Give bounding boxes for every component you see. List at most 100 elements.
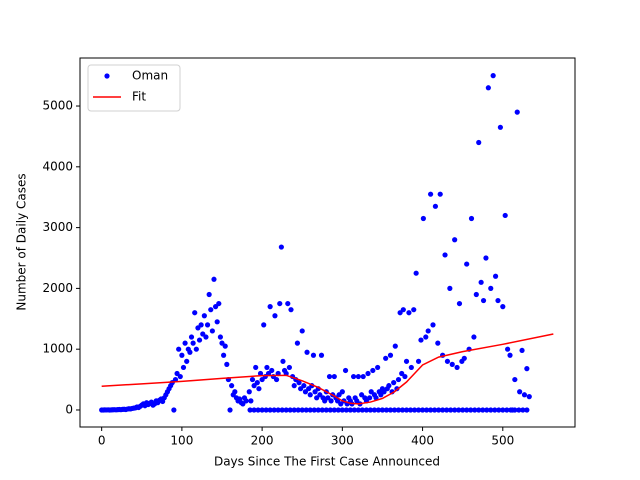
point	[307, 407, 313, 413]
point	[299, 407, 305, 413]
point	[403, 358, 410, 364]
y-tick-label: 0	[65, 402, 73, 416]
point	[355, 373, 361, 380]
point	[520, 407, 526, 413]
point	[399, 407, 406, 413]
point	[264, 364, 270, 371]
x-tick-label: 400	[411, 434, 434, 448]
point	[411, 307, 417, 313]
point	[387, 407, 394, 413]
point	[367, 395, 373, 401]
point	[456, 407, 462, 413]
point	[261, 322, 267, 328]
point	[248, 398, 254, 404]
y-axis-label: Number of Daily Cases	[15, 173, 29, 310]
point	[339, 407, 345, 413]
point	[427, 407, 434, 413]
point	[375, 364, 381, 371]
point	[519, 347, 525, 354]
point	[319, 407, 325, 413]
point	[350, 373, 357, 380]
point	[216, 300, 222, 307]
point	[367, 407, 374, 413]
point	[294, 340, 301, 346]
legend-marker	[104, 73, 110, 79]
legend-box	[87, 64, 181, 112]
point	[283, 407, 289, 413]
point	[484, 407, 490, 413]
plot-frame	[79, 57, 576, 428]
point	[180, 364, 187, 371]
point	[275, 407, 281, 413]
point	[188, 334, 195, 340]
point	[444, 407, 450, 413]
point	[253, 364, 259, 371]
point	[272, 313, 278, 319]
point	[208, 307, 214, 313]
point	[497, 124, 503, 130]
point	[408, 364, 414, 371]
point	[198, 322, 204, 328]
point	[432, 203, 439, 209]
point	[507, 352, 513, 358]
legend-label: Fit	[132, 90, 146, 104]
point	[521, 392, 528, 398]
point	[490, 73, 496, 79]
point	[311, 407, 317, 413]
point	[257, 370, 264, 377]
point	[269, 367, 275, 374]
point	[247, 407, 253, 413]
point	[331, 373, 337, 380]
point	[449, 361, 455, 367]
point	[310, 352, 317, 358]
point	[277, 300, 283, 307]
point	[415, 407, 422, 413]
point	[326, 373, 333, 380]
point	[331, 407, 337, 413]
point	[375, 407, 382, 413]
point	[514, 109, 520, 115]
point	[343, 407, 349, 413]
point	[403, 407, 410, 413]
point	[524, 407, 530, 413]
point	[413, 270, 419, 276]
x-tick-label: 500	[491, 434, 514, 448]
point	[267, 407, 273, 413]
point	[304, 349, 310, 355]
point	[291, 383, 297, 389]
point	[395, 376, 402, 383]
point	[267, 304, 273, 310]
point	[485, 85, 491, 91]
point	[406, 310, 412, 316]
point	[415, 358, 422, 364]
point	[363, 407, 370, 413]
point	[214, 319, 220, 325]
point	[296, 380, 302, 386]
point	[201, 313, 207, 319]
point	[461, 355, 467, 361]
point	[452, 237, 458, 243]
point	[425, 328, 431, 334]
point	[365, 370, 371, 377]
point	[371, 407, 378, 413]
point	[355, 407, 361, 413]
point	[391, 380, 397, 386]
point	[468, 407, 474, 413]
point	[383, 355, 389, 361]
point	[232, 389, 238, 395]
point	[192, 310, 198, 316]
point	[347, 407, 353, 413]
point	[517, 389, 523, 395]
point	[303, 407, 309, 413]
point	[246, 389, 252, 395]
point	[259, 407, 265, 413]
point	[483, 255, 489, 261]
point	[442, 252, 448, 258]
point	[287, 407, 293, 413]
y-tick-label: 2000	[42, 281, 73, 295]
point	[460, 407, 466, 413]
point	[301, 383, 307, 389]
point	[286, 364, 292, 371]
point	[452, 407, 458, 413]
